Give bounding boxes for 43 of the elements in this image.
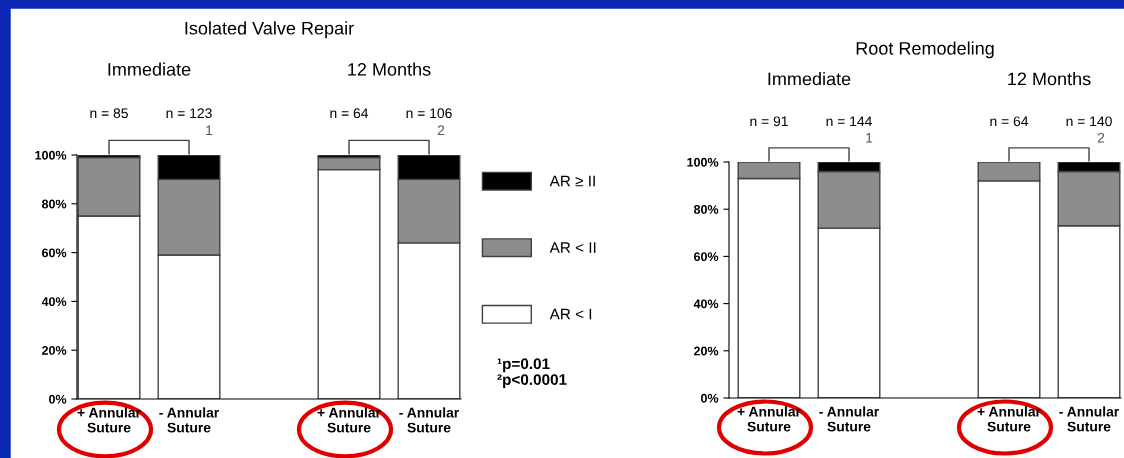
text: n = 64 (330, 108, 369, 119)
x-tick-label: - Annular Suture (819, 406, 880, 432)
text: n = 85 (90, 108, 128, 119)
y-tick-label: 80% (693, 205, 719, 214)
text: 12 Months (1008, 72, 1091, 86)
x-tick-label: - Annular Suture (159, 407, 220, 433)
x-tick-label: + Annular Suture (737, 406, 801, 432)
text: 1 (206, 125, 213, 136)
text: Immediate (108, 62, 191, 76)
y-tick-label: 40% (693, 299, 719, 309)
text: n = 91 (750, 116, 788, 127)
text: 12 Months (348, 62, 431, 76)
text: 2 (437, 125, 445, 136)
y-tick-label: 60% (42, 248, 67, 258)
text: n = 64 (990, 116, 1029, 127)
y-tick-label: 0% (49, 394, 67, 404)
x-tick-label: + Annular Suture (77, 407, 141, 433)
y-tick-label: 40% (41, 297, 67, 307)
x-tick-label: + Annular Suture (977, 406, 1041, 432)
chart-title: Isolated Valve Repair (185, 21, 354, 39)
text: n = 123 (166, 108, 212, 119)
text: n = 106 (406, 108, 452, 119)
y-tick-label: 60% (694, 252, 719, 262)
text: 2 (1097, 132, 1105, 143)
legend-label: AR ≥ II (549, 175, 595, 187)
text: 1 (866, 133, 873, 143)
y-tick-label: 80% (41, 199, 67, 209)
chart-title: Root Remodeling (856, 41, 994, 59)
y-tick-label: 100% (687, 157, 719, 167)
y-tick-label: 100% (35, 150, 67, 160)
y-tick-label: 20% (694, 346, 719, 356)
text: ²p<0.0001 (497, 374, 567, 389)
legend-label: AR < II (549, 242, 596, 253)
text: Immediate (768, 72, 851, 86)
x-tick-label: - Annular Suture (399, 407, 460, 433)
text: n = 140 (1066, 116, 1112, 127)
text: n = 144 (826, 116, 872, 127)
x-tick-label: - Annular Suture (1059, 406, 1120, 432)
y-tick-label: 20% (42, 346, 67, 355)
text: ¹p=0.01 (497, 358, 550, 373)
legend-label: AR < I (549, 308, 592, 320)
x-tick-label: + Annular Suture (317, 407, 381, 433)
y-tick-label: 0% (701, 393, 719, 403)
